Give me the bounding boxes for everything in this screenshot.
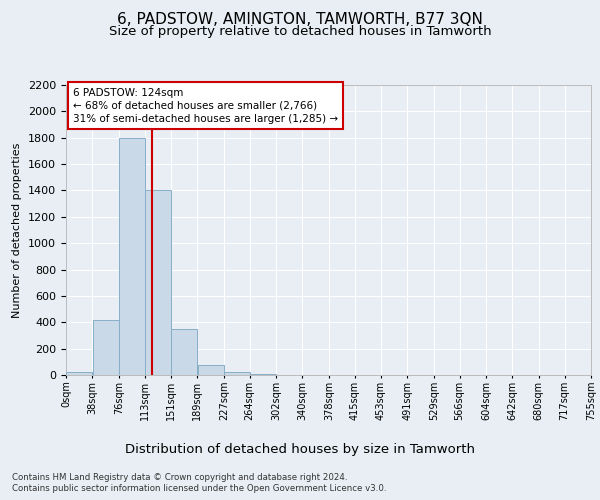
Bar <box>119 138 145 375</box>
Bar <box>198 365 223 375</box>
Text: Size of property relative to detached houses in Tamworth: Size of property relative to detached ho… <box>109 25 491 38</box>
Bar <box>172 329 197 375</box>
Y-axis label: Number of detached properties: Number of detached properties <box>13 142 22 318</box>
Text: 6 PADSTOW: 124sqm
← 68% of detached houses are smaller (2,766)
31% of semi-detac: 6 PADSTOW: 124sqm ← 68% of detached hous… <box>73 88 338 124</box>
Text: 6, PADSTOW, AMINGTON, TAMWORTH, B77 3QN: 6, PADSTOW, AMINGTON, TAMWORTH, B77 3QN <box>117 12 483 28</box>
Bar <box>145 190 170 375</box>
Bar <box>93 320 119 375</box>
Text: Distribution of detached houses by size in Tamworth: Distribution of detached houses by size … <box>125 442 475 456</box>
Text: Contains public sector information licensed under the Open Government Licence v3: Contains public sector information licen… <box>12 484 386 493</box>
Bar <box>67 372 92 375</box>
Text: Contains HM Land Registry data © Crown copyright and database right 2024.: Contains HM Land Registry data © Crown c… <box>12 472 347 482</box>
Bar <box>224 372 250 375</box>
Bar <box>250 374 275 375</box>
